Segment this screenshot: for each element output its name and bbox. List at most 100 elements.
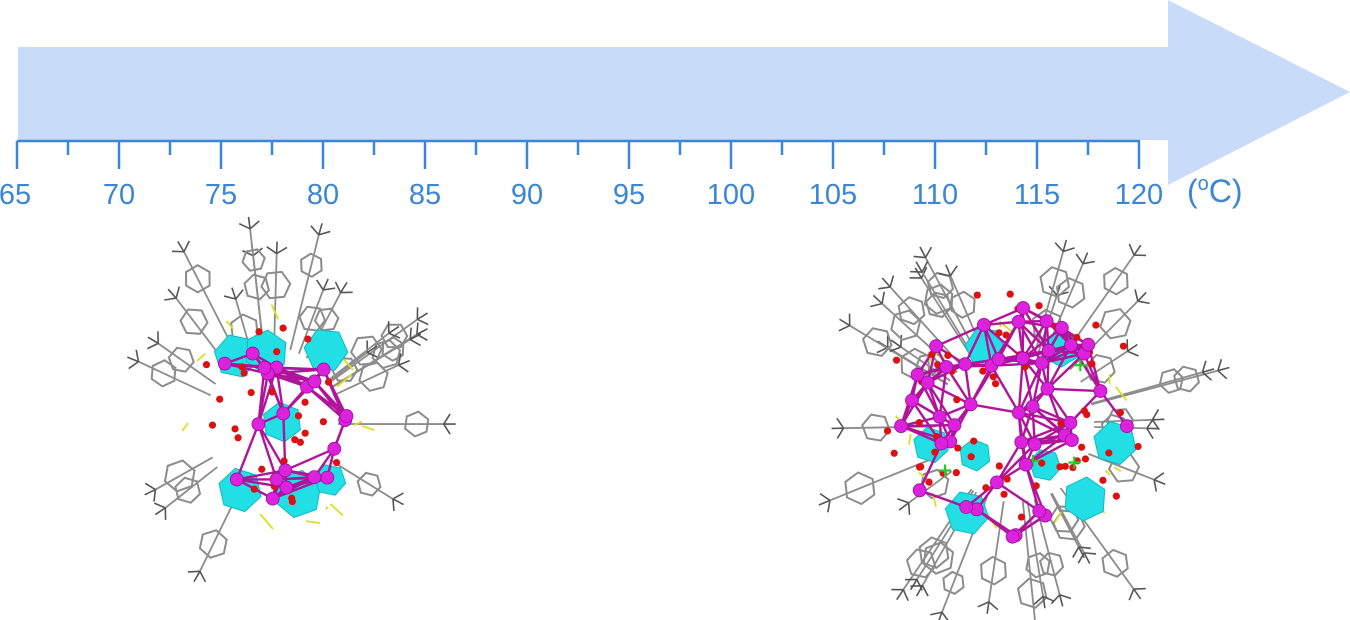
methyl-bond: [890, 339, 902, 348]
methyl-bond: [1217, 358, 1223, 371]
coordination-polyhedron: [303, 329, 349, 371]
metal-bond: [236, 469, 286, 481]
tert-butyl-bond: [274, 253, 278, 286]
tert-butyl-bond: [949, 275, 964, 306]
high-temperature-cluster-structure: [818, 239, 1230, 620]
tick-label-110: 110: [912, 179, 958, 211]
phenyl-ring: [950, 290, 976, 319]
tert-butyl-bond: [183, 251, 199, 280]
oxygen-atom: [944, 351, 952, 360]
oxygen-atom: [979, 367, 987, 375]
metal-atom: [905, 393, 919, 408]
methyl-bond: [167, 288, 177, 299]
methyl-bond: [1201, 360, 1207, 373]
metal-bond: [975, 508, 1014, 538]
methyl-bond: [1082, 260, 1095, 265]
tert-butyl-bond: [164, 489, 189, 509]
oxygen-atom: [925, 478, 933, 486]
methyl-bond: [1078, 546, 1091, 550]
oxygen-atom: [202, 361, 211, 369]
metal-atom: [963, 397, 978, 412]
methyl-bond: [1133, 588, 1142, 600]
methyl-bond: [1133, 244, 1142, 256]
oxygen-atom: [1002, 331, 1010, 339]
metal-atom: [1034, 356, 1049, 371]
metal-bond: [970, 403, 1020, 414]
tert-butyl-bond: [921, 557, 940, 587]
metal-atom: [1016, 301, 1030, 315]
phenyl-ring: [356, 471, 382, 497]
methyl-bond: [1153, 472, 1165, 481]
oxygen-atom: [954, 444, 962, 452]
phenyl-ring: [184, 264, 211, 294]
phenyl-ring: [897, 296, 926, 326]
unit-degree-symbol: o: [1198, 173, 1209, 195]
ligand-bond: [1026, 500, 1039, 566]
metal-atom: [1040, 381, 1055, 396]
methyl-bond: [1137, 300, 1150, 305]
ligand-bond: [327, 335, 395, 385]
methyl-bond: [144, 482, 156, 491]
metal-atom: [958, 357, 972, 372]
ligand-bond: [180, 358, 217, 385]
metal-atom: [269, 472, 284, 487]
methyl-bond: [1127, 343, 1138, 352]
sulfur-bond: [1114, 386, 1128, 402]
metal-atom: [245, 346, 260, 361]
metal-atom: [920, 375, 935, 390]
metal-atom: [934, 436, 949, 451]
tert-butyl-bond: [365, 332, 390, 352]
methyl-bond: [1146, 417, 1155, 429]
sulfur-bond: [259, 513, 274, 530]
metal-atom: [265, 491, 280, 506]
metal-bond: [272, 476, 315, 500]
oxygen-atom: [280, 457, 288, 465]
methyl-bond: [836, 427, 845, 439]
metal-bond: [996, 481, 1040, 513]
methyl-bond: [409, 333, 422, 341]
ligand-bond: [1051, 492, 1070, 526]
methyl-bond: [1059, 593, 1072, 600]
metal-atom: [1064, 338, 1078, 353]
oxygen-atom: [989, 373, 997, 381]
methyl-bond: [183, 240, 191, 253]
phenyl-ring: [1085, 353, 1116, 384]
phenyl-ring: [1099, 308, 1132, 340]
metal-bond: [257, 423, 278, 480]
oxygen-atom: [1056, 463, 1064, 471]
oxygen-atom: [1017, 513, 1026, 521]
tick-label-105: 105: [809, 179, 857, 211]
metal-atom: [1093, 384, 1108, 398]
methyl-bond: [988, 601, 999, 611]
metal-bond: [322, 369, 348, 417]
tert-butyl-bond: [1114, 562, 1135, 590]
metal-atom: [307, 374, 322, 389]
methyl-bond: [392, 498, 395, 511]
sulfur-bond: [181, 422, 189, 432]
tert-butyl-bond: [157, 342, 182, 361]
oxygen-atom: [1081, 455, 1090, 463]
phenyl-ring: [404, 410, 430, 438]
methyl-bond: [247, 216, 251, 229]
tert-butyl-bond: [311, 289, 325, 320]
oxygen-atom: [1088, 360, 1096, 368]
metal-atom: [1081, 337, 1096, 352]
methyl-bond: [881, 291, 886, 304]
metal-atom: [279, 480, 294, 495]
methyl-bond: [164, 297, 177, 301]
tert-butyl-bond: [373, 364, 399, 378]
metal-bond: [1046, 352, 1085, 390]
tert-butyl-bond: [1031, 593, 1036, 620]
metal-atom: [1041, 343, 1056, 358]
methyl-bond: [941, 611, 949, 620]
oxygen-atom: [268, 388, 276, 396]
oxygen-atom: [1069, 463, 1077, 472]
metal-bond: [900, 424, 942, 445]
tert-butyl-bond: [1037, 565, 1044, 597]
metal-bond: [964, 324, 985, 365]
tick-label-85: 85: [409, 179, 441, 211]
tert-butyl-bond: [343, 351, 368, 371]
oxygen-atom: [1099, 476, 1107, 484]
phenyl-ring: [198, 529, 228, 559]
methyl-bond: [881, 277, 891, 288]
